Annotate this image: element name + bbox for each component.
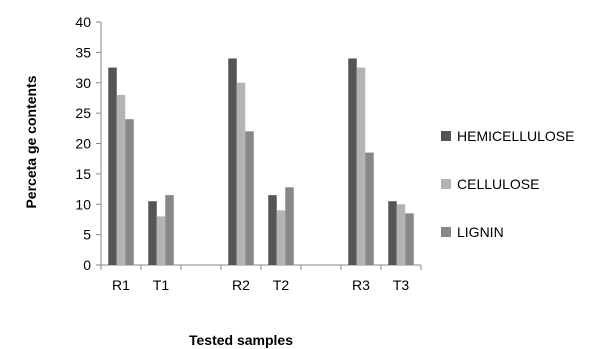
legend: HEMICELLULOSE CELLULOSE LIGNIN [441, 128, 574, 240]
bar-lignin-r3 [365, 152, 374, 265]
y-axis-title-group: Perceta ge contents [23, 75, 39, 208]
y-tick-label: 35 [75, 44, 91, 60]
bar-lignin-t2 [285, 187, 294, 265]
bar-cellulose-t3 [396, 204, 406, 265]
legend-label-hemicellulose: HEMICELLULOSE [457, 128, 574, 144]
x-axis-title: Tested samples [189, 332, 293, 348]
y-tick-label: 20 [75, 136, 91, 152]
bar-cellulose-t2 [276, 210, 286, 265]
y-tick-label: 25 [75, 105, 91, 121]
bar-hemicellulose-t1 [148, 201, 157, 265]
bar-lignin-r1 [125, 119, 134, 265]
bar-lignin-r2 [245, 131, 254, 265]
bar-lignin-t3 [405, 213, 414, 265]
legend-label-lignin: LIGNIN [457, 224, 504, 240]
y-tick-label: 5 [83, 227, 91, 243]
y-axis-title: Perceta ge contents [23, 75, 39, 208]
bar-hemicellulose-r1 [108, 67, 117, 265]
bar-cellulose-r1 [116, 94, 126, 266]
bar-hemicellulose-r2 [228, 58, 237, 266]
y-tick-label: 15 [75, 166, 91, 182]
y-tick-label: 40 [75, 14, 91, 30]
bar-lignin-t1 [165, 195, 174, 265]
y-tick-label: 0 [83, 257, 91, 273]
bar-cellulose-t1 [156, 216, 166, 265]
x-tick-label: T3 [393, 277, 410, 293]
legend-swatch-lignin [441, 227, 451, 237]
plot-area: 0 5 10 15 20 25 30 35 40 R1 T1 R2 T2 R3 T3 [75, 14, 422, 293]
bar-hemicellulose-r3 [348, 58, 357, 266]
x-tick-label: R1 [112, 277, 130, 293]
legend-label-cellulose: CELLULOSE [457, 176, 539, 192]
y-tick-label: 10 [75, 196, 91, 212]
bar-cellulose-r2 [236, 82, 246, 265]
x-tick-label: T1 [153, 277, 170, 293]
legend-swatch-hemicellulose [441, 131, 451, 141]
x-tick-label: R3 [352, 277, 370, 293]
bar-hemicellulose-t2 [268, 195, 277, 265]
y-tick-label: 30 [75, 75, 91, 91]
bar-hemicellulose-t3 [388, 201, 397, 265]
x-tick-label: T2 [273, 277, 290, 293]
x-tick-label: R2 [232, 277, 250, 293]
bar-cellulose-r3 [356, 67, 366, 265]
legend-swatch-cellulose [441, 179, 451, 189]
